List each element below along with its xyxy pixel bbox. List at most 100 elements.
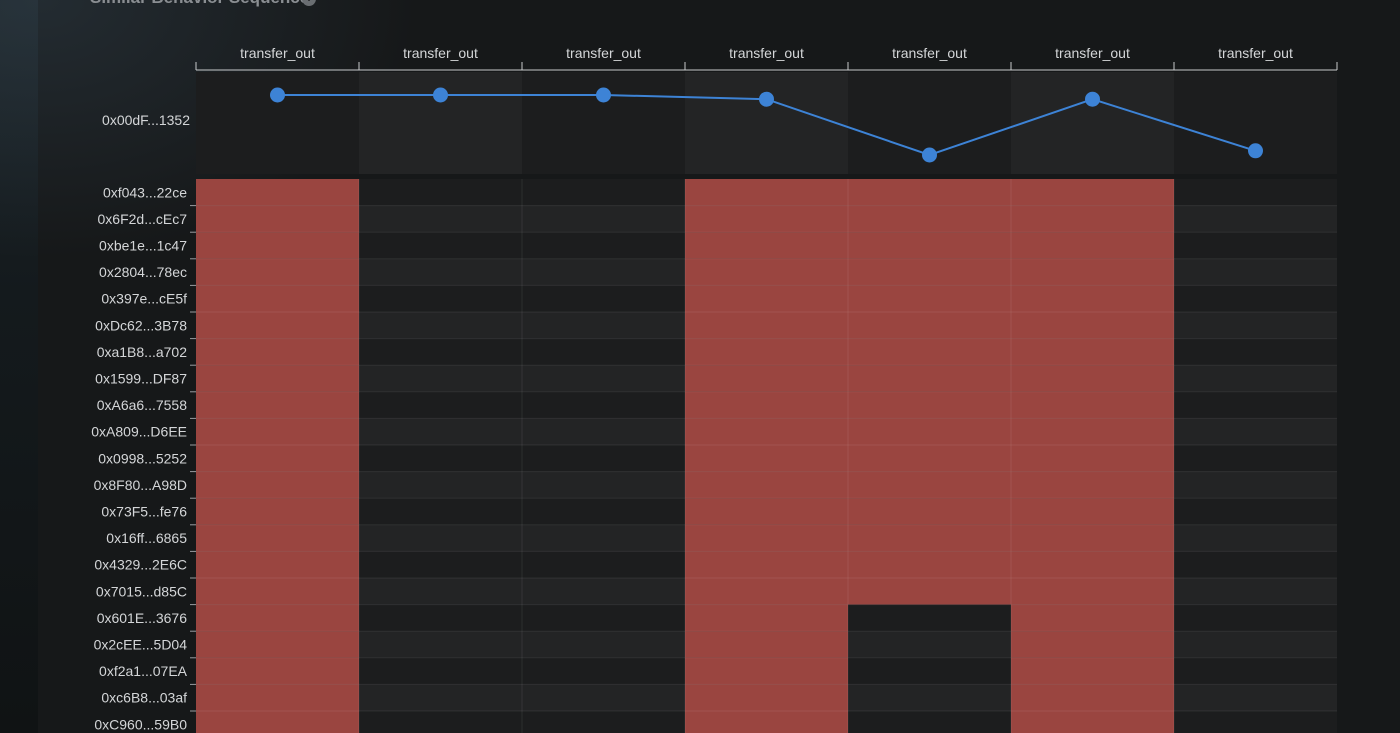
heatmap-cell-active[interactable] (196, 551, 359, 578)
line-point[interactable] (759, 91, 774, 107)
heatmap-cell-active[interactable] (685, 312, 848, 339)
heatmap-cell-active[interactable] (1011, 631, 1174, 658)
heatmap-cell-active[interactable] (196, 604, 359, 632)
heatmap-cell-inactive[interactable] (1174, 524, 1337, 552)
heatmap-cell-inactive[interactable] (359, 551, 522, 578)
heatmap-cell-active[interactable] (848, 498, 1011, 525)
heatmap-cell-active[interactable] (685, 365, 848, 392)
heatmap-cell-active[interactable] (685, 631, 848, 658)
heatmap-cell-active[interactable] (196, 578, 359, 605)
heatmap-cell-active[interactable] (1011, 232, 1174, 259)
heatmap-cell-inactive[interactable] (359, 711, 522, 733)
heatmap-cell-active[interactable] (196, 684, 359, 711)
heatmap-cell-inactive[interactable] (1174, 179, 1337, 206)
heatmap-cell-inactive[interactable] (1174, 551, 1337, 578)
heatmap-cell-active[interactable] (1011, 471, 1174, 499)
heatmap-cell-active[interactable] (685, 391, 848, 419)
heatmap-cell-inactive[interactable] (1174, 471, 1337, 499)
heatmap-cell-active[interactable] (848, 578, 1011, 605)
heatmap-cell-inactive[interactable] (1174, 604, 1337, 632)
heatmap-cell-active[interactable] (848, 232, 1011, 259)
heatmap-cell-active[interactable] (1011, 498, 1174, 525)
heatmap-cell-active[interactable] (196, 205, 359, 233)
heatmap-cell-active[interactable] (1011, 578, 1174, 605)
heatmap-cell-active[interactable] (848, 179, 1011, 206)
heatmap-cell-inactive[interactable] (522, 604, 685, 632)
heatmap-cell-active[interactable] (685, 578, 848, 605)
heatmap-cell-inactive[interactable] (359, 684, 522, 711)
heatmap-cell-active[interactable] (1011, 684, 1174, 711)
heatmap-cell-active[interactable] (1011, 657, 1174, 685)
heatmap-cell-inactive[interactable] (848, 684, 1011, 711)
heatmap-cell-active[interactable] (848, 471, 1011, 499)
heatmap-cell-active[interactable] (848, 418, 1011, 445)
heatmap-cell-active[interactable] (848, 258, 1011, 286)
heatmap-cell-inactive[interactable] (359, 657, 522, 685)
heatmap-cell-active[interactable] (848, 285, 1011, 312)
heatmap-cell-active[interactable] (685, 711, 848, 733)
heatmap-cell-inactive[interactable] (359, 365, 522, 392)
heatmap-cell-inactive[interactable] (359, 232, 522, 259)
heatmap-cell-inactive[interactable] (359, 312, 522, 339)
heatmap-cell-active[interactable] (1011, 551, 1174, 578)
heatmap-cell-active[interactable] (196, 232, 359, 259)
heatmap-cell-inactive[interactable] (522, 418, 685, 445)
line-point[interactable] (1085, 91, 1100, 107)
heatmap-cell-inactive[interactable] (1174, 365, 1337, 392)
heatmap-cell-active[interactable] (685, 445, 848, 472)
heatmap-cell-active[interactable] (848, 391, 1011, 419)
heatmap-cell-active[interactable] (848, 338, 1011, 366)
line-point[interactable] (1248, 143, 1263, 159)
heatmap-cell-active[interactable] (848, 365, 1011, 392)
heatmap-cell-inactive[interactable] (522, 631, 685, 658)
heatmap-cell-active[interactable] (685, 338, 848, 366)
heatmap-cell-active[interactable] (685, 604, 848, 632)
heatmap-cell-inactive[interactable] (522, 578, 685, 605)
heatmap-cell-inactive[interactable] (1174, 445, 1337, 472)
heatmap-cell-active[interactable] (1011, 418, 1174, 445)
heatmap-cell-inactive[interactable] (522, 205, 685, 233)
heatmap-cell-inactive[interactable] (522, 711, 685, 733)
heatmap-cell-inactive[interactable] (848, 604, 1011, 632)
heatmap-cell-inactive[interactable] (848, 711, 1011, 733)
heatmap-cell-active[interactable] (196, 711, 359, 733)
heatmap-cell-inactive[interactable] (1174, 312, 1337, 339)
heatmap-cell-active[interactable] (848, 551, 1011, 578)
heatmap-cell-active[interactable] (1011, 524, 1174, 552)
heatmap-cell-inactive[interactable] (522, 391, 685, 419)
heatmap-cell-inactive[interactable] (359, 285, 522, 312)
heatmap-cell-inactive[interactable] (1174, 418, 1337, 445)
heatmap-cell-active[interactable] (196, 418, 359, 445)
heatmap-cell-active[interactable] (848, 312, 1011, 339)
info-circle-icon[interactable]: i (302, 0, 316, 6)
heatmap-cell-active[interactable] (196, 445, 359, 472)
heatmap-cell-inactive[interactable] (522, 445, 685, 472)
line-point[interactable] (433, 87, 448, 103)
heatmap-cell-active[interactable] (685, 684, 848, 711)
line-point[interactable] (270, 87, 285, 103)
heatmap-cell-inactive[interactable] (1174, 232, 1337, 259)
heatmap-cell-inactive[interactable] (522, 232, 685, 259)
heatmap-cell-active[interactable] (685, 551, 848, 578)
heatmap-cell-inactive[interactable] (522, 684, 685, 711)
heatmap-cell-inactive[interactable] (522, 285, 685, 312)
heatmap-cell-inactive[interactable] (522, 657, 685, 685)
heatmap-cell-inactive[interactable] (359, 578, 522, 605)
heatmap-cell-active[interactable] (196, 179, 359, 206)
heatmap-cell-active[interactable] (1011, 445, 1174, 472)
heatmap-cell-active[interactable] (848, 445, 1011, 472)
heatmap-cell-inactive[interactable] (522, 312, 685, 339)
heatmap-cell-active[interactable] (196, 285, 359, 312)
heatmap-cell-active[interactable] (196, 524, 359, 552)
heatmap-cell-inactive[interactable] (1174, 684, 1337, 711)
heatmap-cell-active[interactable] (848, 205, 1011, 233)
heatmap-cell-active[interactable] (196, 498, 359, 525)
heatmap-cell-inactive[interactable] (522, 258, 685, 286)
heatmap-cell-active[interactable] (196, 312, 359, 339)
heatmap-cell-active[interactable] (1011, 205, 1174, 233)
heatmap-cell-active[interactable] (196, 471, 359, 499)
heatmap-cell-active[interactable] (685, 258, 848, 286)
heatmap-cell-inactive[interactable] (1174, 578, 1337, 605)
heatmap-cell-inactive[interactable] (1174, 391, 1337, 419)
heatmap-cell-inactive[interactable] (1174, 205, 1337, 233)
